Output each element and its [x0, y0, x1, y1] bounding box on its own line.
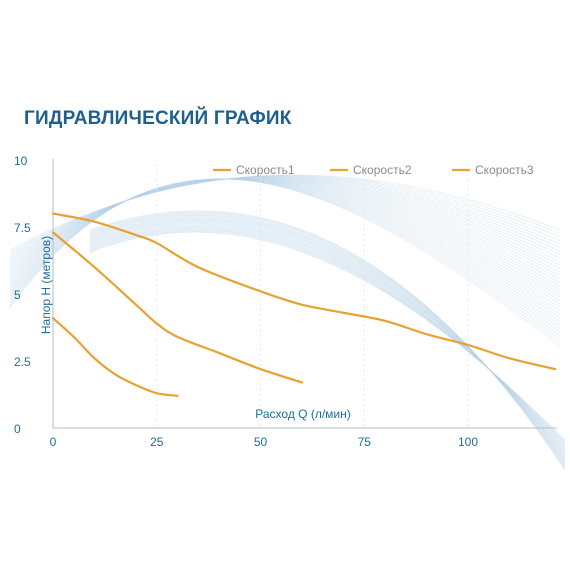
chart-title: ГИДРАВЛИЧЕСКИЙ ГРАФИК: [24, 108, 292, 129]
x-tick-label-100: 100: [458, 435, 478, 449]
background-wave-line-53: [89, 226, 566, 448]
background-wave-line-55: [89, 228, 566, 446]
background-wave-line-52: [89, 225, 566, 449]
background-wave-line-59: [89, 231, 566, 441]
y-tick-label-10: 10: [14, 154, 28, 168]
legend-label-2: Скорость2: [353, 163, 412, 177]
background-wave-line-26: [9, 178, 561, 322]
background-wave-line-45: [89, 219, 566, 458]
background-wave-line-38: [89, 213, 566, 466]
background-wave-line-18: [9, 178, 561, 294]
background-wave-line-22: [9, 178, 561, 308]
background-wave-line-9: [9, 177, 561, 267]
background-wave-line-35: [89, 211, 566, 469]
background-wave-line-29: [9, 178, 561, 333]
background-wave-line-19: [9, 178, 561, 298]
background-wave-line-54: [89, 227, 566, 447]
background-wave-line-37: [89, 213, 566, 467]
background-wave-line-4: [9, 176, 561, 258]
x-axis-title: Расход Q (л/мин): [255, 407, 350, 421]
background-wave-line-49: [89, 223, 566, 453]
background-wave-line-30: [9, 178, 561, 336]
legend-label-3: Скорость3: [475, 163, 534, 177]
background-wave-line-1: [9, 174, 561, 253]
y-tick-label-7.5: 7.5: [14, 221, 31, 235]
background-wave-line-42: [89, 217, 566, 461]
background-wave-line-11: [9, 177, 561, 270]
background-wave-line-24: [9, 178, 561, 315]
background-wave-line-20: [9, 178, 561, 301]
background-wave-line-27: [9, 178, 561, 326]
background-wave-line-8: [9, 177, 561, 265]
background-wave-line-50: [89, 224, 566, 452]
background-wave-line-57: [89, 230, 566, 443]
background-wave-line-15: [9, 178, 561, 284]
background-wave-line-0: [9, 174, 561, 251]
background-wave-line-47: [89, 221, 566, 455]
background-wave-line-5: [9, 176, 561, 260]
background-wave-line-48: [89, 222, 566, 454]
background-wave-line-3: [9, 175, 561, 256]
background-wave-line-25: [9, 178, 561, 319]
background-wave-line-16: [9, 178, 561, 287]
y-tick-label-0: 0: [14, 422, 21, 436]
y-axis-title: Напор H (метров): [39, 236, 53, 334]
background-wave-line-17: [9, 178, 561, 291]
background-wave-line-23: [9, 178, 561, 312]
background-wave-line-40: [89, 215, 566, 464]
background-wave-line-33: [9, 178, 561, 347]
y-tick-label-5: 5: [14, 288, 21, 302]
background-wave-line-34: [89, 210, 566, 471]
background-wave-line-7: [9, 176, 561, 263]
legend-label-1: Скорость1: [236, 163, 295, 177]
x-tick-label-25: 25: [150, 435, 164, 449]
background-wave-line-39: [89, 214, 566, 465]
series-line-1: [51, 212, 557, 371]
background-wave-line-44: [89, 218, 566, 459]
background-wave-line-28: [9, 178, 561, 329]
background-wave-line-58: [89, 230, 566, 442]
background-wave-line-43: [89, 218, 566, 460]
background-wave-line-31: [9, 178, 561, 340]
background-wave-line-46: [89, 220, 566, 456]
series-line-3: [51, 317, 179, 397]
background-wave-line-36: [89, 212, 566, 468]
background-wave-line-12: [9, 177, 561, 273]
x-tick-label-0: 0: [50, 435, 57, 449]
y-tick-label-2.5: 2.5: [14, 355, 31, 369]
background-wave-line-32: [9, 178, 561, 343]
background-wave-line-56: [89, 229, 566, 444]
background-wave-line-41: [89, 216, 566, 462]
background-wave-line-10: [9, 177, 561, 268]
x-tick-label-50: 50: [254, 435, 268, 449]
x-tick-label-75: 75: [358, 435, 372, 449]
background-wave-line-6: [9, 176, 561, 261]
background-wave-line-51: [89, 224, 566, 450]
background-wave-line-2: [9, 175, 561, 254]
series-line-2: [51, 231, 304, 384]
background-wave-line-14: [9, 178, 561, 280]
background-wave-line-13: [9, 178, 561, 277]
background-wave-line-21: [9, 178, 561, 305]
